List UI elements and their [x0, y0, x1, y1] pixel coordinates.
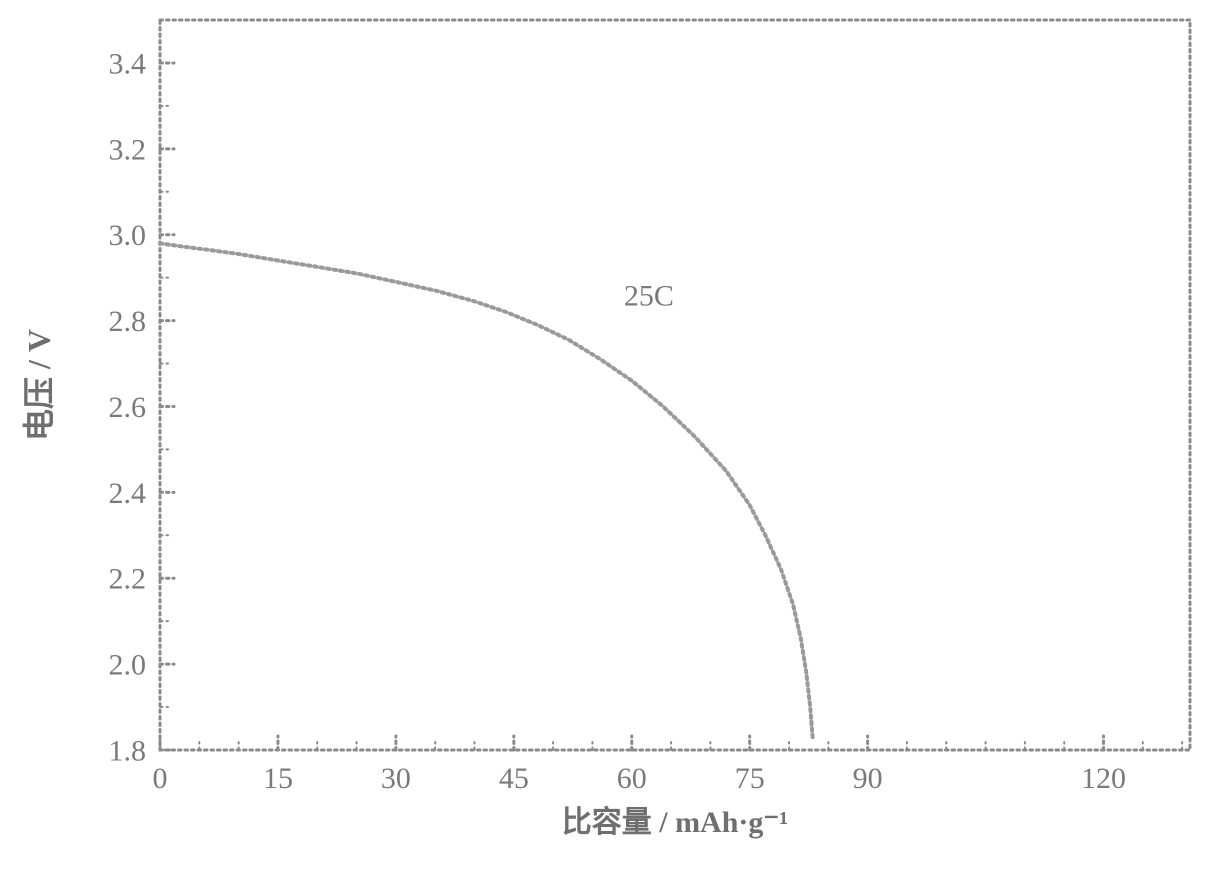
x-tick-label: 15 [263, 762, 293, 795]
x-tick-label: 75 [735, 762, 765, 795]
x-tick-label: 120 [1081, 762, 1126, 795]
x-tick-label: 45 [499, 762, 529, 795]
y-tick-label: 2.6 [109, 391, 147, 424]
y-tick-label: 2.8 [109, 305, 147, 338]
y-tick-label: 3.0 [109, 219, 147, 252]
y-axis-label: 电压 / V [21, 329, 57, 441]
chart-container: 1.8 2.0 2.2 2.4 2.6 2.8 3.0 3.2 3.4 0 15 30 45 60 75 90… [0, 0, 1211, 869]
x-tick-label: 60 [617, 762, 647, 795]
x-tick-label: 90 [853, 762, 883, 795]
y-tick-label: 1.8 [109, 735, 147, 768]
x-tick-label: 0 [153, 762, 168, 795]
x-tick-label: 30 [381, 762, 411, 795]
y-tick-label: 3.4 [109, 47, 147, 80]
y-tick-label: 2.2 [109, 563, 147, 596]
discharge-curve-chart: 1.8 2.0 2.2 2.4 2.6 2.8 3.0 3.2 3.4 0 15 30 45 60 75 90… [0, 0, 1211, 869]
y-tick-label: 3.2 [109, 133, 147, 166]
annotation-label: 25C [624, 280, 674, 313]
y-tick-label: 2.4 [109, 477, 147, 510]
x-axis-label: 比容量 / mAh·g⁻¹ [562, 806, 789, 839]
y-tick-label: 2.0 [109, 649, 147, 682]
chart-background [0, 0, 1211, 869]
